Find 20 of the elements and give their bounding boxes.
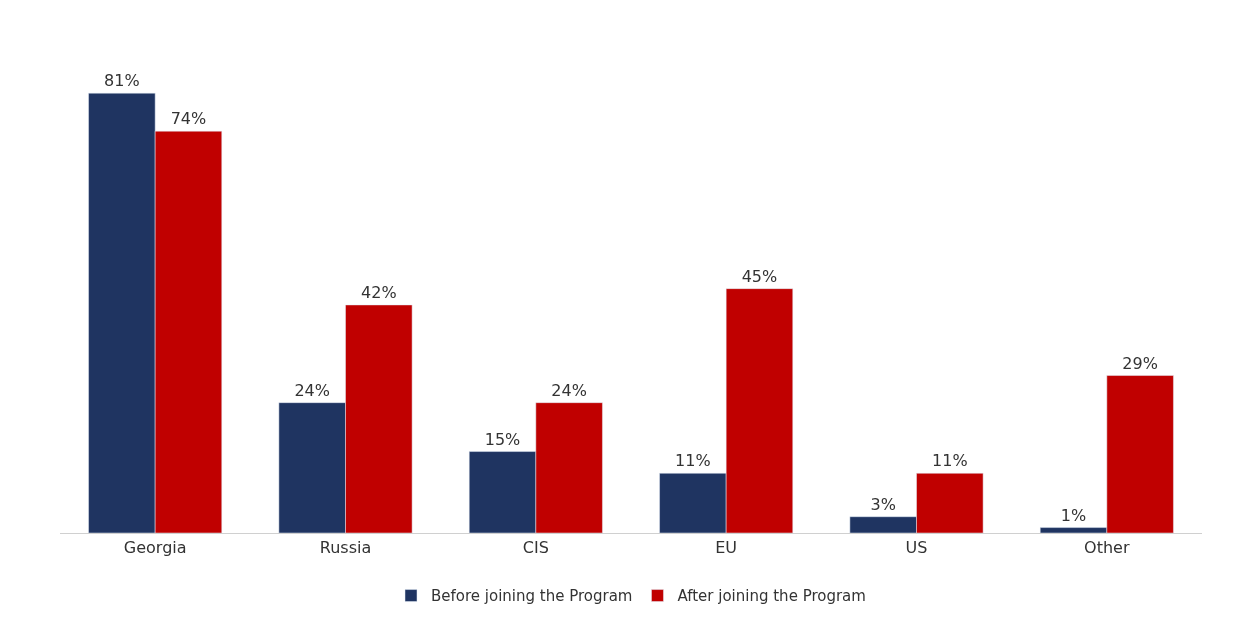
data-label: 45% xyxy=(741,266,778,286)
x-tick-label: CIS xyxy=(522,538,549,558)
x-tick-label: US xyxy=(905,538,928,558)
data-label: 29% xyxy=(1122,353,1158,373)
data-label: 11% xyxy=(675,451,711,471)
x-tick-label: Other xyxy=(1084,538,1130,558)
data-label: 11% xyxy=(932,451,968,471)
data-label: 42% xyxy=(361,282,397,302)
legend-label: After joining the Program xyxy=(677,587,866,606)
x-tick-label: Georgia xyxy=(123,538,187,558)
x-tick-label: EU xyxy=(715,538,738,558)
legend-label: Before joining the Program xyxy=(431,587,633,606)
data-label: 1% xyxy=(1060,505,1087,525)
data-label: 24% xyxy=(294,380,330,400)
data-label: 81% xyxy=(104,71,140,91)
data-label: 3% xyxy=(870,494,896,514)
x-tick-label: Russia xyxy=(319,538,372,558)
data-label: 15% xyxy=(484,429,521,449)
data-label: 24% xyxy=(551,380,587,400)
data-label: 74% xyxy=(170,109,207,129)
